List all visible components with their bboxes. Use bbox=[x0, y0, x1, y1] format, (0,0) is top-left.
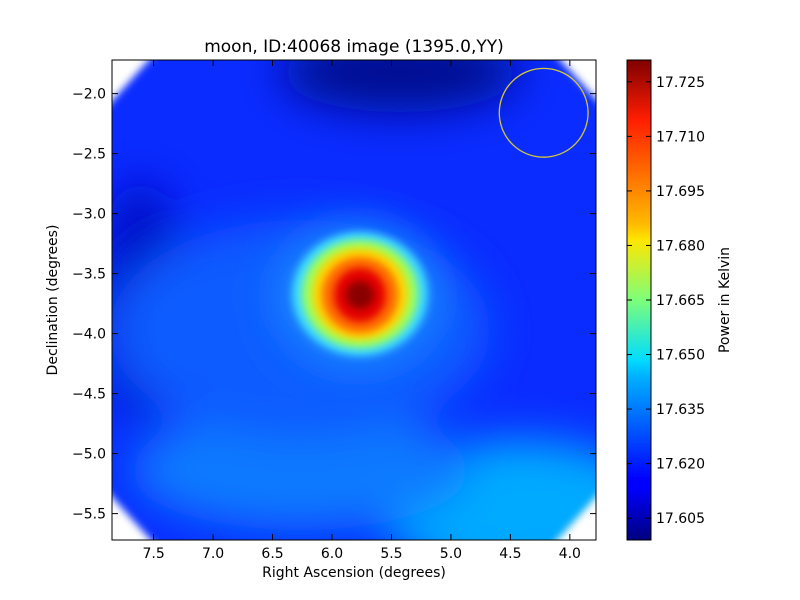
colorbar-label: Power in Kelvin bbox=[717, 247, 733, 353]
colorbar-tick-label: 17.635 bbox=[656, 402, 705, 418]
colorbar-tick-label: 17.650 bbox=[656, 348, 705, 364]
low-region-north bbox=[280, 60, 520, 112]
y-tick-label: −5.5 bbox=[72, 507, 106, 523]
plot-frame bbox=[111, 59, 597, 541]
x-tick-label: 6.0 bbox=[321, 546, 343, 562]
x-tick-label: 4.0 bbox=[559, 546, 581, 562]
corner-bottom-right bbox=[557, 496, 596, 540]
colorbar-tick-label: 17.725 bbox=[656, 75, 705, 91]
colorbar-tick-label: 17.665 bbox=[656, 293, 705, 309]
y-tick-label: −2.0 bbox=[72, 87, 106, 103]
x-tick-label: 7.5 bbox=[142, 546, 164, 562]
colorbar-ticks: 17.605 17.620 17.635 17.650 17.665 17.680 17.6… bbox=[627, 75, 705, 527]
x-tick-label: 5.5 bbox=[380, 546, 402, 562]
x-tick-label: 4.5 bbox=[499, 546, 521, 562]
corner-top-left bbox=[112, 60, 149, 102]
x-axis-label: Right Ascension (degrees) bbox=[262, 565, 446, 581]
colorbar-tick-label: 17.710 bbox=[656, 129, 705, 145]
colorbar-tick-label: 17.605 bbox=[656, 511, 705, 527]
y-tick-label: −4.5 bbox=[72, 387, 106, 403]
corner-top-right bbox=[560, 60, 596, 100]
source-peak bbox=[346, 281, 374, 309]
y-tick-label: −4.0 bbox=[72, 327, 106, 343]
y-axis-ticks: −2.0 −2.5 −3.0 −3.5 −4.0 −4.5 −5.0 −5.5 bbox=[72, 87, 596, 523]
y-tick-label: −2.5 bbox=[72, 147, 106, 163]
colorbar-tick-label: 17.680 bbox=[656, 238, 705, 254]
chart-title: moon, ID:40068 image (1395.0,YY) bbox=[204, 37, 504, 57]
y-tick-label: −3.5 bbox=[72, 267, 106, 283]
high-region-south bbox=[130, 410, 470, 530]
source-blob bbox=[278, 226, 438, 366]
colorbar-tick-label: 17.620 bbox=[656, 457, 705, 473]
corner-masks bbox=[112, 60, 596, 540]
heatmap-image bbox=[112, 60, 596, 540]
y-tick-label: −3.0 bbox=[72, 207, 106, 223]
corner-bottom-left bbox=[112, 496, 151, 540]
x-tick-label: 5.0 bbox=[440, 546, 462, 562]
x-axis-ticks: 7.5 7.0 6.5 6.0 5.5 5.0 4.5 4.0 bbox=[142, 60, 581, 562]
y-axis-label: Declination (degrees) bbox=[45, 225, 61, 376]
x-tick-label: 7.0 bbox=[202, 546, 224, 562]
y-tick-label: −5.0 bbox=[72, 447, 106, 463]
beam-circle bbox=[498, 67, 589, 158]
colorbar-tick-label: 17.695 bbox=[656, 184, 705, 200]
x-tick-label: 6.5 bbox=[261, 546, 283, 562]
